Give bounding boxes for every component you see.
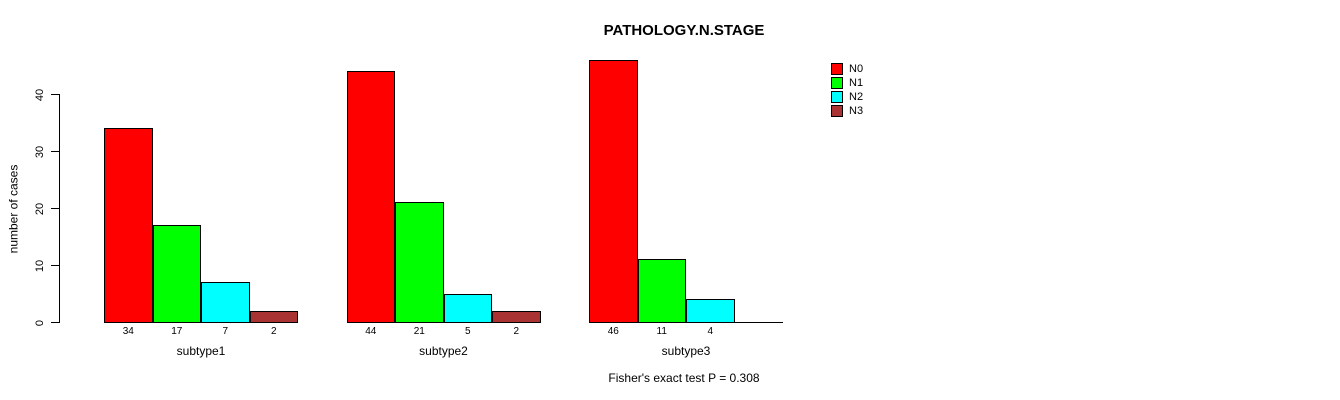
y-axis-tick-label-text: 30 — [34, 145, 47, 158]
bar-value-label-subtype2-N0: 44 — [365, 326, 377, 337]
legend-label-N0: N0 — [849, 63, 864, 75]
y-axis-tick-label-text: 20 — [34, 202, 47, 215]
y-axis-tick-label: 10 — [35, 259, 47, 271]
y-axis-tick — [51, 208, 60, 209]
y-axis-tick-label: 30 — [35, 145, 47, 157]
legend-label-N3: N3 — [849, 105, 864, 117]
category-label-subtype2: subtype2 — [419, 344, 468, 358]
bar-subtype3-N1 — [637, 259, 686, 323]
y-axis-tick-label-text: 0 — [34, 319, 47, 326]
bar-value-label-subtype3-N2: 4 — [707, 326, 714, 337]
y-axis-tick-label: 0 — [35, 319, 47, 325]
bar-subtype1-N1 — [152, 225, 201, 323]
legend-row-N2: N2 — [831, 90, 863, 104]
legend-swatch-N3 — [831, 105, 843, 117]
category-label-subtype1: subtype1 — [176, 344, 226, 358]
bar-subtype1-N0 — [104, 128, 153, 323]
y-axis-title-text: number of cases — [6, 164, 21, 253]
bar-subtype1-N2 — [201, 282, 250, 323]
bar-subtype3-N2 — [686, 299, 735, 323]
fisher-test-annotation: Fisher's exact test P = 0.308 — [608, 371, 760, 385]
category-label-subtype3: subtype3 — [661, 344, 711, 358]
legend: N0 N1 N2 N3 — [831, 62, 863, 118]
y-axis-tick — [51, 151, 60, 152]
bar-value-label-subtype1-N1: 17 — [171, 326, 183, 337]
bar-subtype3-N0 — [589, 59, 638, 323]
y-axis-tick-label-text: 40 — [34, 88, 47, 101]
bar-value-label-subtype3-N0: 46 — [607, 326, 619, 337]
bar-value-label-subtype1-N0: 34 — [122, 326, 134, 337]
bar-subtype1-N3 — [249, 310, 298, 323]
legend-label-N1: N1 — [849, 77, 864, 89]
bar-value-label-subtype3-N1: 11 — [656, 326, 667, 337]
legend-swatch-N1 — [831, 77, 843, 89]
bar-subtype2-N0 — [346, 71, 395, 323]
legend-swatch-N2 — [831, 91, 843, 103]
y-axis-tick — [51, 322, 60, 323]
bar-value-label-subtype1-N3: 2 — [270, 326, 277, 337]
y-axis-title: number of cases — [7, 164, 21, 253]
legend-label-N2: N2 — [849, 91, 864, 103]
bar-value-label-subtype2-N3: 2 — [513, 326, 520, 337]
bar-subtype3-N3 — [734, 322, 783, 323]
legend-row-N1: N1 — [831, 76, 863, 90]
y-axis-tick-label: 40 — [35, 88, 47, 100]
bar-value-label-subtype1-N2: 7 — [222, 326, 229, 337]
y-axis-tick-label: 20 — [35, 202, 47, 214]
bar-subtype2-N2 — [443, 293, 492, 323]
y-axis-tick — [51, 265, 60, 266]
legend-swatch-N0 — [831, 63, 843, 75]
legend-row-N0: N0 — [831, 62, 863, 76]
y-axis-tick — [51, 94, 60, 95]
bar-value-label-subtype2-N1: 21 — [413, 326, 425, 337]
legend-row-N3: N3 — [831, 104, 863, 118]
bar-value-label-subtype2-N2: 5 — [464, 326, 471, 337]
chart-title: PATHOLOGY.N.STAGE — [603, 22, 765, 39]
y-axis-tick-label-text: 10 — [34, 259, 47, 272]
bar-subtype2-N1 — [395, 202, 444, 323]
bar-subtype2-N3 — [492, 310, 541, 323]
